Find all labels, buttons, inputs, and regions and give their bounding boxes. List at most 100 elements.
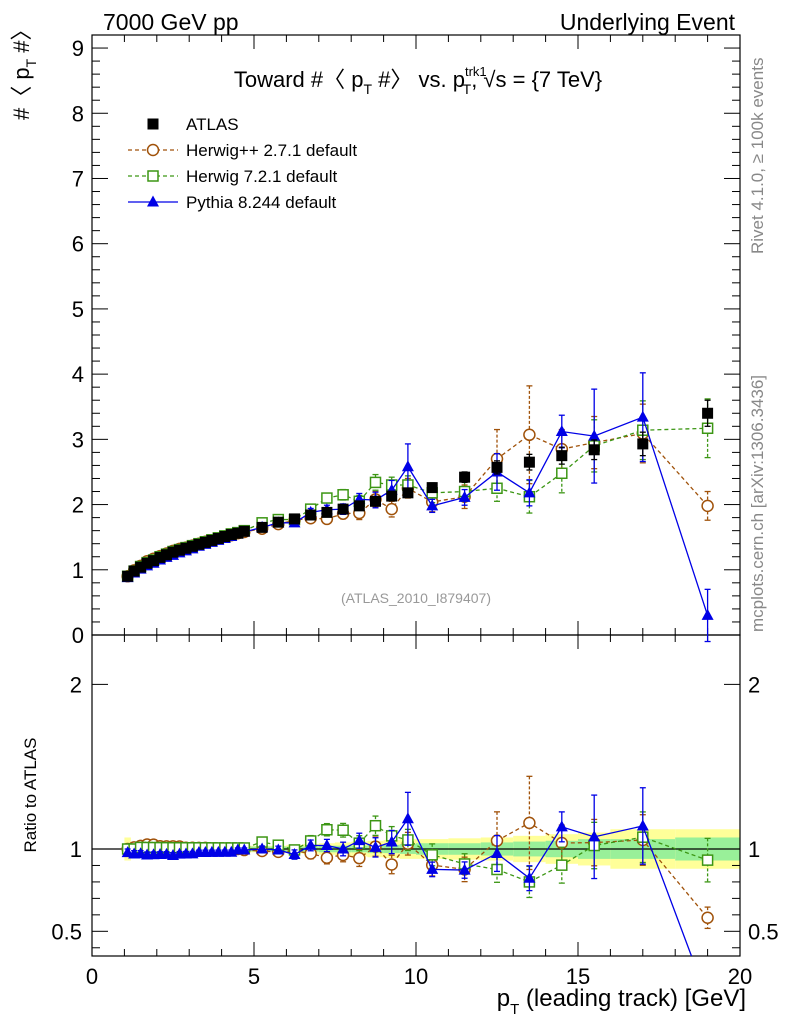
chart-title: Toward #〈 pT #〉 vs. ptrk1 T, √s = {7 TeV} xyxy=(234,64,602,97)
data-point xyxy=(199,536,211,548)
y-tick-label: 2 xyxy=(72,493,84,518)
data-point xyxy=(353,500,365,512)
energy-label: 7000 GeV pp xyxy=(103,9,239,35)
data-point xyxy=(173,544,185,556)
data-point xyxy=(289,513,300,525)
x-tick-label: 5 xyxy=(248,964,260,989)
legend-item: ATLAS xyxy=(147,115,239,134)
data-point xyxy=(523,428,536,442)
data-point xyxy=(637,438,649,450)
data-point xyxy=(128,565,140,577)
data-point xyxy=(701,608,714,620)
ratio-point xyxy=(491,846,503,858)
data-point xyxy=(148,555,160,567)
data-point xyxy=(491,461,503,473)
data-point xyxy=(556,450,568,462)
y-tick-label: 4 xyxy=(72,362,84,387)
y-tick-label: 9 xyxy=(72,36,84,61)
data-point xyxy=(232,527,244,539)
ratio-point xyxy=(385,858,398,871)
data-point xyxy=(401,460,414,472)
ratio-point xyxy=(321,823,333,836)
data-point xyxy=(369,476,382,489)
data-point xyxy=(193,538,205,550)
legend-item: Herwig 7.2.1 default xyxy=(128,167,337,186)
y-tick-label: 1 xyxy=(72,558,84,583)
ratio-point xyxy=(337,842,350,854)
legend-label: Herwig++ 2.7.1 default xyxy=(186,141,357,160)
legend-label: ATLAS xyxy=(186,115,239,134)
ratio-point xyxy=(523,816,536,830)
ratio-point xyxy=(256,842,269,854)
ratio-point xyxy=(426,849,438,861)
data-point xyxy=(337,489,349,501)
data-point xyxy=(523,456,535,468)
ratio-point xyxy=(320,838,333,850)
ratio-point xyxy=(701,854,714,866)
data-point xyxy=(141,557,153,569)
ratio-y-tick-label: 2 xyxy=(70,672,82,697)
ratio-point xyxy=(353,851,366,865)
data-point xyxy=(206,534,218,546)
data-point xyxy=(321,492,333,504)
series-atlas xyxy=(122,399,714,582)
data-point xyxy=(523,486,536,498)
data-point xyxy=(305,509,317,521)
ratio-point xyxy=(320,851,334,865)
data-point xyxy=(701,499,714,513)
y-tick-label: 0 xyxy=(72,623,84,648)
data-point xyxy=(337,503,349,515)
data-point xyxy=(555,425,568,437)
data-point xyxy=(458,490,471,502)
legend-item: Herwig++ 2.7.1 default xyxy=(128,141,357,160)
ratio-point xyxy=(304,838,317,850)
data-point xyxy=(426,482,438,494)
y-tick-label: 6 xyxy=(72,232,84,257)
data-series xyxy=(121,372,714,957)
data-point xyxy=(426,499,439,511)
data-point xyxy=(370,495,381,507)
x-tick-label: 20 xyxy=(728,964,752,989)
y-tick-label: 3 xyxy=(72,427,84,452)
ratio-point xyxy=(556,859,568,871)
ratio-point xyxy=(238,843,251,855)
legend-label: Pythia 8.244 default xyxy=(186,193,337,212)
data-point xyxy=(225,529,237,541)
y-tick-label: 7 xyxy=(72,166,84,191)
y-axis-label: #〈 pT #〉 xyxy=(9,18,39,120)
x-tick-label: 10 xyxy=(404,964,428,989)
ratio-point xyxy=(701,911,714,925)
data-point xyxy=(122,570,134,582)
ratio-point xyxy=(288,848,301,860)
data-point xyxy=(186,540,198,552)
ratio-point xyxy=(353,834,366,846)
ratio-point xyxy=(555,820,568,832)
analysis-tag: (ATLAS_2010_I879407) xyxy=(341,590,491,606)
legend-label: Herwig 7.2.1 default xyxy=(186,167,337,186)
ratio-point xyxy=(369,840,382,852)
axes: 0 5 10 15 20 0 1 2 3 4 5 6 7 8 9 0.5 0.5 1 1 2 2 xyxy=(51,34,779,989)
legend-marker xyxy=(146,143,160,157)
mcplots-reference-label: mcplots.cern.ch [arXiv:1306.3436] xyxy=(748,375,767,632)
series-line xyxy=(127,416,709,616)
data-point xyxy=(212,532,224,544)
data-point xyxy=(135,561,147,573)
ratio-y-tick-label: 0.5 xyxy=(51,919,82,944)
x-tick-label: 0 xyxy=(86,964,98,989)
data-point xyxy=(386,490,398,502)
data-point xyxy=(588,429,601,441)
data-point xyxy=(402,487,414,499)
data-point xyxy=(238,525,250,537)
data-point xyxy=(219,531,231,543)
data-point xyxy=(321,506,333,518)
y-tick-label: 8 xyxy=(72,101,84,126)
data-point xyxy=(256,521,268,533)
ratio-y-tick-label-right: 2 xyxy=(748,672,760,697)
legend-marker xyxy=(147,195,159,207)
ratio-point xyxy=(523,871,536,883)
ratio-y-tick-label: 1 xyxy=(70,837,82,862)
ratio-point xyxy=(426,862,439,874)
y-tick-label: 5 xyxy=(72,297,84,322)
data-point xyxy=(636,410,649,422)
